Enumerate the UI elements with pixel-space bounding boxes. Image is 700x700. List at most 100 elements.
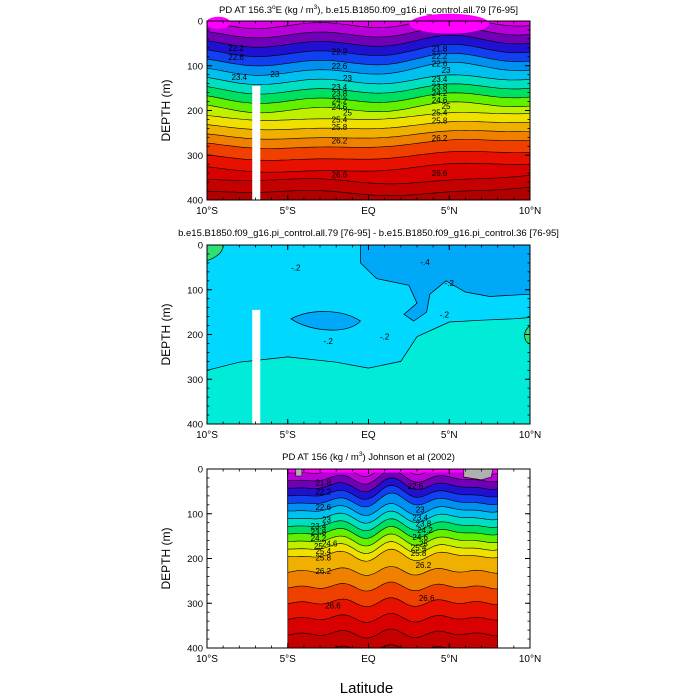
y-tick-label: 0 xyxy=(198,465,203,476)
chart-panel-1: 22.222.623.4 2322.222.62323.423.824.224.6… xyxy=(159,4,541,217)
missing-value-patch-small xyxy=(295,468,303,477)
missing-data-gap xyxy=(252,309,261,424)
contour-label: 26.2 xyxy=(416,561,432,570)
contour-label: -.2 xyxy=(380,333,390,342)
contour-label: 23 xyxy=(343,74,352,83)
contour-label: 22.6 xyxy=(332,62,348,71)
contour-label: 25 xyxy=(343,109,352,118)
contour-label: 24.6 xyxy=(322,539,338,548)
y-tick-label: 0 xyxy=(198,241,203,252)
x-tick-label: 5°N xyxy=(441,206,458,217)
y-tick-label: 200 xyxy=(187,106,203,117)
y-tick-label: 300 xyxy=(187,375,203,386)
contour-label: 25.4 xyxy=(432,109,448,118)
contour-label: -.2 xyxy=(445,279,455,288)
contour-label: 21.8 xyxy=(315,478,331,487)
contour-label: 24.6 xyxy=(332,103,348,112)
x-tick-label: 5°S xyxy=(280,430,297,441)
x-tick-label: 10°S xyxy=(196,430,218,441)
contour-label: 24.6 xyxy=(412,533,428,542)
y-tick-label: 300 xyxy=(187,151,203,162)
contour-label: 23 xyxy=(416,505,425,514)
y-tick-label: 100 xyxy=(187,61,203,72)
contour-label: 26.6 xyxy=(332,170,348,179)
contour-label: 23 xyxy=(442,66,451,75)
contour-label: 23.8 xyxy=(332,89,348,98)
contour-label: 23.8 xyxy=(416,520,432,529)
contour-label: 23.4 xyxy=(332,83,348,92)
contour-label: 23.4 xyxy=(412,513,428,522)
y-tick-label: 400 xyxy=(187,420,203,431)
contour-label: 25 xyxy=(442,102,451,111)
y-axis-label: DEPTH (m) xyxy=(159,304,173,366)
x-tick-label: EQ xyxy=(361,654,376,665)
x-tick-label: EQ xyxy=(361,206,376,217)
y-axis-label: DEPTH (m) xyxy=(159,80,173,142)
contour-label: -.4 xyxy=(420,258,430,267)
y-tick-label: 300 xyxy=(187,599,203,610)
x-tick-label: 5°N xyxy=(441,654,458,665)
chart-panel-3: 21.822.222.62323.423.824.224.62525.425.8… xyxy=(159,451,541,697)
x-axis-label: Latitude xyxy=(340,680,393,697)
x-tick-label: 10°N xyxy=(519,654,541,665)
contour-label: 22.2 xyxy=(228,44,244,53)
diff-blob-minus-0.4 xyxy=(290,311,361,331)
x-tick-label: 5°S xyxy=(280,206,297,217)
contour-label: 25.8 xyxy=(432,116,448,125)
contour-label: 22.2 xyxy=(432,52,448,61)
contour-label: 22.2 xyxy=(315,487,331,496)
contour-label: 24.2 xyxy=(417,526,433,535)
contour-label: 26.2 xyxy=(315,567,331,576)
contour-label: -.2 xyxy=(323,337,333,346)
contour-label: 25 xyxy=(419,539,428,548)
contour-label: -.2 xyxy=(440,310,450,319)
contour-label: 25.8 xyxy=(315,554,331,563)
contour-label: 25.8 xyxy=(411,549,427,558)
y-tick-label: 200 xyxy=(187,330,203,341)
x-tick-label: 5°S xyxy=(280,654,297,665)
chart-title: PD AT 156.3oE (kg / m3), b.e15.B1850.f09… xyxy=(219,4,518,16)
contour-label: 23.4 xyxy=(232,73,248,82)
contour-label: 26.6 xyxy=(325,601,341,610)
contour-label: 24.2 xyxy=(332,97,348,106)
missing-data-gap xyxy=(252,85,261,200)
x-tick-label: 10°N xyxy=(519,430,541,441)
contour-label: 24.2 xyxy=(432,89,448,98)
contour-label: 22.6 xyxy=(315,503,331,512)
contour-label: 26.2 xyxy=(432,134,448,143)
contour-label: 22.6 xyxy=(408,482,424,491)
contour-label: 23.8 xyxy=(432,82,448,91)
y-tick-label: 100 xyxy=(187,285,203,296)
contour-label: 25.8 xyxy=(332,123,348,132)
y-axis-label: DEPTH (m) xyxy=(159,528,173,590)
y-tick-label: 400 xyxy=(187,644,203,655)
contour-label: 25.4 xyxy=(332,115,348,124)
surface-max-patch xyxy=(287,469,498,473)
contour-label: 26.2 xyxy=(332,136,348,145)
y-tick-label: 100 xyxy=(187,509,203,520)
x-tick-label: 10°S xyxy=(196,654,218,665)
contour-label: 26.6 xyxy=(432,169,448,178)
contour-label: -.2 xyxy=(291,263,301,272)
x-tick-label: 5°N xyxy=(441,430,458,441)
contour-label: 22.6 xyxy=(228,53,244,62)
contour-label: 25.4 xyxy=(315,547,331,556)
contour-label: 23 xyxy=(270,70,279,79)
x-tick-label: 10°S xyxy=(196,206,218,217)
diff-band-minus-0.4 xyxy=(360,244,531,322)
contour-label: 24.2 xyxy=(311,534,327,543)
y-tick-label: 400 xyxy=(187,196,203,207)
contour-label: 23.4 xyxy=(311,522,327,531)
contour-label: 21.8 xyxy=(432,45,448,54)
contour-label: 24.6 xyxy=(432,96,448,105)
contour-label: 26.6 xyxy=(419,594,435,603)
surface-max-patch-west xyxy=(206,16,231,29)
x-tick-label: EQ xyxy=(361,430,376,441)
chart-title: b.e15.B1850.f09_g16.pi_control.all.79 [7… xyxy=(178,228,559,239)
contour-label: 22.6 xyxy=(432,60,448,69)
contour-label: 22.2 xyxy=(332,47,348,56)
contour-label: 23.8 xyxy=(311,528,327,537)
chart-title: PD AT 156 (kg / m3) Johnson et al (2002) xyxy=(282,451,455,463)
contour-label: 25 xyxy=(314,542,323,551)
